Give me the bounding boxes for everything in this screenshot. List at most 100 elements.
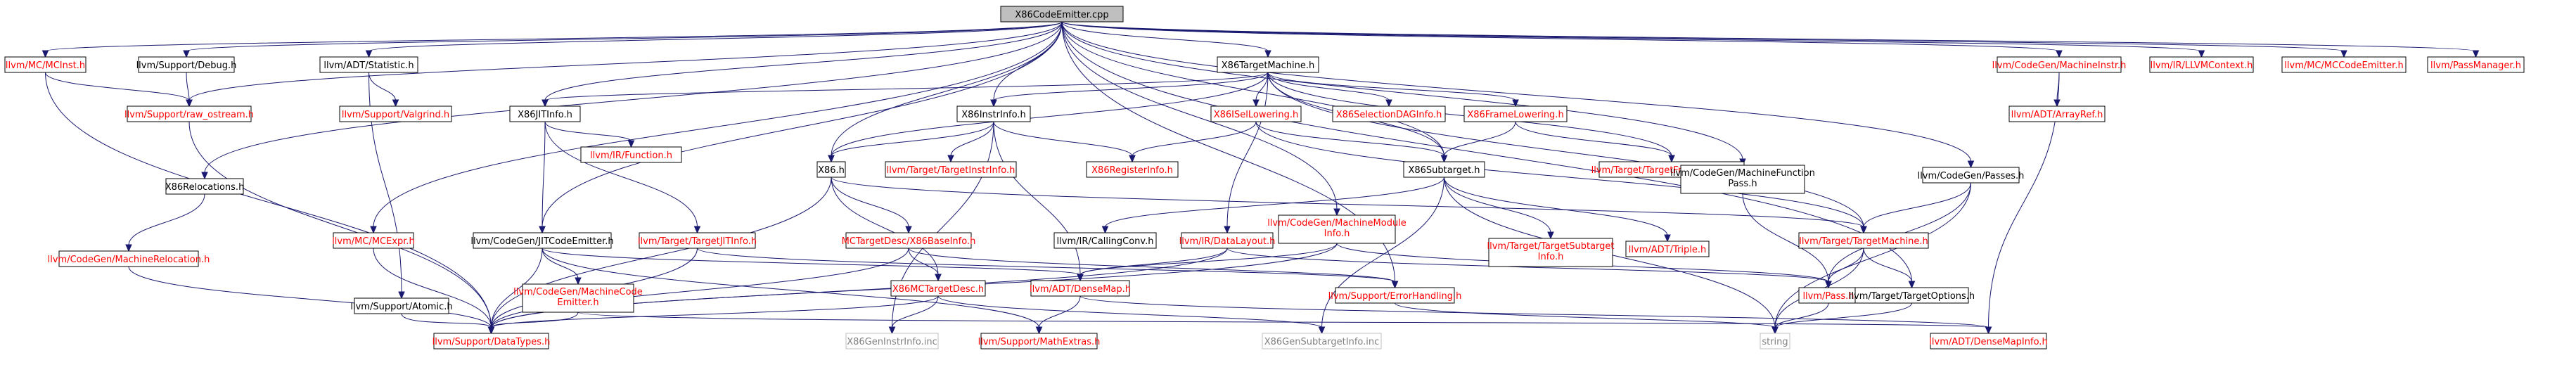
node-mccodeemitter[interactable]: llvm/MC/MCCodeEmitter.h — [2281, 56, 2407, 73]
node-mcexpr[interactable]: llvm/MC/MCExpr.h — [332, 232, 415, 249]
edge-root-to-mcexpr — [370, 21, 1063, 234]
node-label-callingconv: llvm/IR/CallingConv.h — [1057, 236, 1154, 247]
node-label-tm: X86TargetMachine.h — [1222, 60, 1314, 71]
edge-isel-to-subtarget — [1255, 121, 1448, 163]
node-targetmachine[interactable]: llvm/Target/TargetMachine.h — [1798, 232, 1929, 249]
node-label-relocs: X86Relocations.h — [165, 182, 245, 193]
edge-errhandling-to-string — [1395, 302, 1779, 335]
node-label-passmanager: llvm/PassManager.h — [2430, 60, 2521, 71]
node-label-mcemit-2: Emitter.h — [557, 297, 598, 308]
node-densemap[interactable]: llvm/ADT/DenseMap.h — [1030, 280, 1131, 297]
node-string: string — [1760, 333, 1790, 349]
edge-statistic-to-valgrind — [369, 72, 399, 108]
edge-root-to-relocs — [201, 21, 1063, 180]
node-mctgtbase[interactable]: MCTargetDesc/X86BaseInfo.h — [842, 232, 976, 249]
node-x86h: X86.h — [816, 161, 846, 178]
edge-mctgtdesc-to-datatypes — [487, 295, 939, 335]
node-passes: llvm/CodeGen/Passes.h — [1918, 167, 2025, 184]
node-label-errhandling: llvm/Support/ErrorHandling.h — [1328, 291, 1462, 302]
edge-root-to-mcinst — [41, 21, 1063, 58]
edge-debug-to-ostream — [186, 72, 193, 108]
edge-x86h-to-mctgtdesc — [831, 177, 942, 282]
node-label-mcinst: llvm/MC/MCInst.h — [6, 60, 85, 71]
node-targetinstrinfo[interactable]: llvm/Target/TargetInstrInfo.h — [885, 161, 1017, 178]
edge-passes-to-string — [1771, 182, 1971, 335]
node-label-instrinfo: X86InstrInfo.h — [961, 110, 1025, 120]
node-label-atomic: llvm/Support/Atomic.h — [350, 302, 452, 312]
edge-tm-to-seldag — [1267, 72, 1392, 108]
node-seldag[interactable]: X86SelectionDAGInfo.h — [1332, 105, 1446, 122]
node-isel[interactable]: X86ISelLowering.h — [1210, 105, 1302, 122]
edge-mctgtdesc-to-gensubtarget — [937, 295, 1326, 335]
edge-tm-to-jitinfo — [542, 72, 1269, 108]
node-label-tgtoptions: llvm/Target/TargetOptions.h — [1849, 291, 1975, 302]
node-atomic: llvm/Support/Atomic.h — [350, 297, 453, 314]
edge-tgtjitinfo-to-errhandling — [697, 248, 1399, 289]
node-mathextras[interactable]: llvm/Support/MathExtras.h — [978, 333, 1101, 349]
node-label-mfpass-1: llvm/CodeGen/MachineFunction — [1670, 168, 1815, 179]
node-passmanager[interactable]: llvm/PassManager.h — [2427, 56, 2525, 73]
edge-root-to-mfpass — [1061, 21, 1746, 167]
edge-framelow-to-tgtframe — [1515, 121, 1675, 163]
node-mctgtdesc[interactable]: X86MCTargetDesc.h — [890, 280, 986, 297]
node-pass[interactable]: llvm/Pass.h — [1798, 287, 1859, 304]
edge-root-to-instrinfo — [990, 21, 1063, 108]
node-framelow[interactable]: X86FrameLowering.h — [1463, 105, 1568, 122]
edge-root-to-mccodeemitter — [1061, 21, 2347, 58]
node-label-tgtsub-1: llvm/Target/TargetSubtarget — [1487, 241, 1614, 252]
edge-root-to-x86h — [828, 21, 1063, 163]
node-label-datalayout: llvm/IR/DataLayout.h — [1179, 236, 1276, 247]
edge-atomic-to-datatypes — [401, 313, 495, 335]
node-label-geninstrinfo: X86GenInstrInfo.inc — [847, 337, 937, 347]
edge-x86h-to-mctgtbase — [831, 177, 912, 234]
node-label-passes: llvm/CodeGen/Passes.h — [1918, 171, 2025, 181]
node-label-framelow: X86FrameLowering.h — [1467, 110, 1563, 120]
node-llvmctx[interactable]: llvm/IR/LLVMContext.h — [2149, 56, 2254, 73]
node-label-pass: llvm/Pass.h — [1802, 291, 1854, 302]
node-mcinst[interactable]: llvm/MC/MCInst.h — [4, 56, 86, 73]
node-function[interactable]: llvm/IR/Function.h — [580, 146, 682, 163]
node-machineinstr[interactable]: llvm/CodeGen/MachineInstr.h — [1992, 56, 2127, 73]
node-label-seldag: X86SelectionDAGInfo.h — [1336, 110, 1442, 120]
node-geninstrinfo: X86GenInstrInfo.inc — [845, 333, 939, 349]
edge-instrinfo-to-densemap — [993, 121, 1084, 282]
node-label-densemapinfo: llvm/ADT/DenseMapInfo.h — [1929, 337, 2047, 347]
edge-root-to-modinfo — [1061, 21, 1340, 217]
node-ostream[interactable]: llvm/Support/raw_ostream.h — [124, 105, 254, 122]
edge-root-to-ostream — [186, 21, 1063, 108]
node-valgrind[interactable]: llvm/Support/Valgrind.h — [339, 105, 452, 122]
edge-instrinfo-to-reginfo — [993, 121, 1136, 163]
edge-tm-to-datalayout — [1224, 72, 1269, 234]
edge-root-to-tm — [1061, 21, 1271, 58]
node-arrayref[interactable]: llvm/ADT/ArrayRef.h — [2008, 105, 2106, 122]
node-debug: llvm/Support/Debug.h — [136, 56, 237, 73]
node-errhandling[interactable]: llvm/Support/ErrorHandling.h — [1328, 287, 1462, 304]
node-triple[interactable]: llvm/ADT/Triple.h — [1625, 240, 1710, 257]
node-label-machineinstr: llvm/CodeGen/MachineInstr.h — [1992, 60, 2127, 71]
node-label-statistic: llvm/ADT/Statistic.h — [323, 60, 414, 71]
edge-instrinfo-to-geninstrinfo — [888, 121, 994, 335]
edge-root-to-llvmctx — [1061, 21, 2205, 58]
edge-datalayout-to-densemap — [1077, 248, 1228, 282]
edge-subtarget-to-callingconv — [1101, 177, 1444, 234]
edge-mcinst-to-ostream — [45, 72, 193, 108]
node-gensubtarget: X86GenSubtargetInfo.inc — [1262, 333, 1382, 349]
graph-nodes: X86CodeEmitter.cpp llvm/MC/MCInst.h llvm/S… — [4, 6, 2525, 349]
node-datalayout[interactable]: llvm/IR/DataLayout.h — [1179, 232, 1276, 249]
node-label-debug: llvm/Support/Debug.h — [136, 60, 237, 71]
node-machreloc[interactable]: llvm/CodeGen/MachineRelocation.h — [48, 250, 210, 267]
edge-targetmachine-to-tgtoptions — [1863, 248, 1916, 289]
node-reginfo[interactable]: X86RegisterInfo.h — [1086, 161, 1179, 178]
node-tgtjitinfo[interactable]: llvm/Target/TargetJITInfo.h — [638, 232, 757, 249]
node-densemapinfo[interactable]: llvm/ADT/DenseMapInfo.h — [1929, 333, 2048, 349]
node-datatypes[interactable]: llvm/Support/DataTypes.h — [432, 333, 551, 349]
edge-jitinfo-to-function — [544, 121, 635, 148]
node-label-mctgtdesc: X86MCTargetDesc.h — [892, 284, 984, 295]
node-label-modinfo-1: llvm/CodeGen/MachineModule — [1267, 218, 1406, 229]
node-jitcodeemitter: llvm/CodeGen/JITCodeEmitter.h — [470, 232, 614, 249]
edge-jitcodeemitter-to-densemap — [542, 248, 1084, 282]
